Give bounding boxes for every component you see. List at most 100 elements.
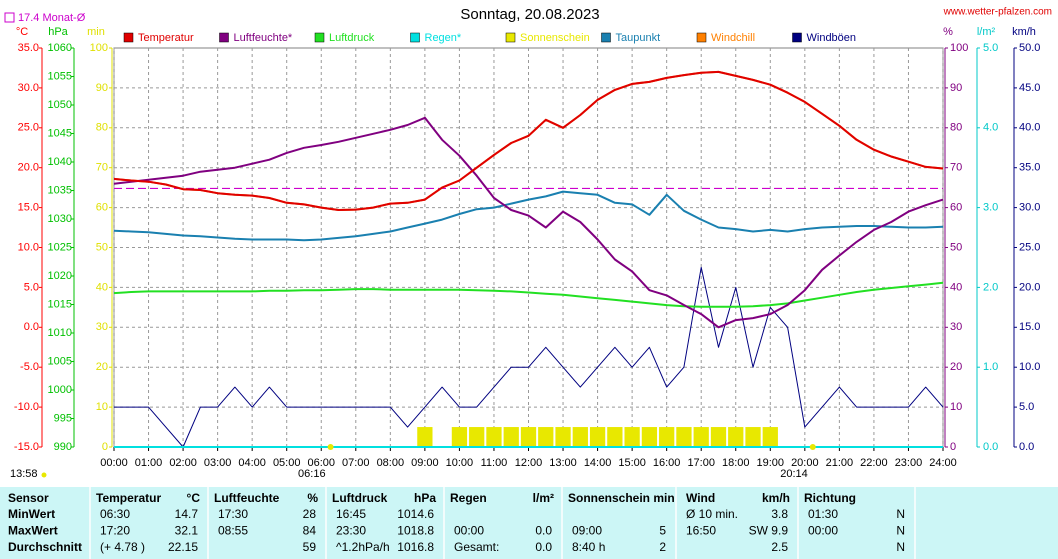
y-tick-label: 20.0 — [1019, 281, 1040, 293]
table-cell: 1014.6 — [397, 507, 434, 521]
x-tick-label: 14:00 — [584, 457, 612, 469]
table-cell: 01:30 — [808, 507, 838, 521]
y-tick-label: 0 — [102, 441, 108, 453]
table-cell: 8:40 h — [572, 540, 605, 554]
y-tick-label: 10.0 — [18, 241, 39, 253]
table-cell: N — [896, 524, 905, 538]
axis-unit: min — [87, 26, 105, 38]
updated-label: 13:58 — [10, 468, 38, 480]
y-tick-label: 40.0 — [1019, 122, 1040, 134]
y-tick-label: 100 — [950, 42, 968, 54]
y-tick-label: 1045 — [48, 127, 72, 139]
y-tick-label: 25.0 — [18, 122, 39, 134]
x-tick-label: 20:00 — [791, 457, 819, 469]
x-tick-label: 21:00 — [826, 457, 854, 469]
table-background — [0, 487, 1058, 559]
y-tick-label: 20 — [950, 361, 962, 373]
axis-unit: °C — [16, 26, 28, 38]
table-header: Sensor — [8, 491, 49, 505]
sunshine-bar — [503, 427, 519, 447]
y-tick-label: 70 — [950, 162, 962, 174]
y-tick-label: 15.0 — [18, 202, 39, 214]
y-tick-label: 100 — [90, 42, 108, 54]
table-cell: 17:30 — [218, 507, 248, 521]
y-tick-label: 40 — [950, 281, 962, 293]
legend-label: Temperatur — [138, 32, 194, 44]
table-cell: N — [896, 507, 905, 521]
x-tick-label: 06:00 — [307, 457, 335, 469]
y-tick-label: 1020 — [48, 270, 72, 282]
x-tick-label: 09:00 — [411, 457, 439, 469]
legend-label: Taupunkt — [616, 32, 661, 44]
legend-label: Windchill — [711, 32, 755, 44]
legend-swatch — [219, 32, 229, 43]
y-tick-label: 80 — [96, 122, 108, 134]
table-cell: 17:20 — [100, 524, 130, 538]
table-header: Temperatur — [96, 491, 161, 505]
y-tick-label: -5.0 — [20, 361, 39, 373]
table-cell: 3.8 — [771, 507, 788, 521]
x-tick-label: 04:00 — [238, 457, 266, 469]
sunshine-bar — [710, 427, 727, 447]
y-tick-label: 30.0 — [1019, 202, 1040, 214]
table-cell: 59 — [303, 540, 317, 554]
table-header: Richtung — [804, 491, 856, 505]
monthly-mean-icon — [4, 12, 15, 23]
y-tick-label: 30 — [96, 321, 108, 333]
y-tick-label: 30 — [950, 321, 962, 333]
sunshine-bar — [624, 427, 640, 447]
y-tick-label: 40 — [96, 281, 108, 293]
table-row-label: MinWert — [8, 507, 55, 521]
series-line — [113, 190, 944, 242]
sunshine-bar — [745, 427, 761, 447]
legend-swatch — [314, 32, 325, 43]
sunshine-bar — [693, 427, 709, 447]
legend-swatch — [123, 32, 134, 43]
x-tick-label: 22:00 — [860, 457, 888, 469]
y-tick-label: 2.0 — [983, 281, 998, 293]
y-tick-label: 1060 — [48, 42, 72, 54]
series-line — [113, 281, 944, 308]
table-header: l/m² — [533, 491, 554, 505]
table-row-label: MaxWert — [8, 524, 58, 538]
axis-unit: l/m² — [977, 26, 996, 38]
y-tick-label: 10 — [96, 401, 108, 413]
table-cell: 84 — [303, 524, 317, 538]
table-header: km/h — [762, 491, 790, 505]
table-cell: N — [896, 540, 905, 554]
legend-swatch — [792, 32, 802, 43]
table-cell: 1018.8 — [397, 524, 434, 538]
sunshine-bar — [659, 427, 675, 447]
y-tick-label: 90 — [96, 82, 108, 94]
sunshine-bar — [520, 427, 537, 447]
x-tick-label: 17:00 — [687, 457, 715, 469]
table-cell: 0.0 — [535, 540, 552, 554]
y-tick-label: 1005 — [48, 355, 72, 367]
y-tick-label: 30.0 — [18, 82, 39, 94]
y-tick-label: 1000 — [48, 384, 72, 396]
x-tick-label: 12:00 — [515, 457, 543, 469]
y-tick-label: 90 — [950, 82, 962, 94]
sunshine-bar — [555, 427, 571, 447]
y-tick-label: 20.0 — [18, 162, 39, 174]
table-cell: 06:30 — [100, 507, 130, 521]
y-tick-label: 50.0 — [1019, 42, 1040, 54]
y-tick-label: 0.0 — [983, 441, 998, 453]
table-cell: 5 — [659, 524, 666, 538]
y-tick-label: -10.0 — [14, 401, 39, 413]
table-cell: Ø 10 min. — [686, 507, 738, 521]
sunset-label: 20:14 — [780, 468, 808, 480]
sunrise-label: 06:16 — [298, 468, 326, 480]
legend-label: Windböen — [807, 32, 857, 44]
table-cell: 0.0 — [535, 524, 552, 538]
table-cell: 16:45 — [336, 507, 366, 521]
legend-swatch — [601, 32, 611, 43]
table-cell: 28 — [303, 507, 317, 521]
table-header: °C — [187, 491, 201, 505]
y-tick-label: 15.0 — [1019, 321, 1040, 333]
x-tick-label: 16:00 — [653, 457, 681, 469]
y-tick-label: 990 — [54, 441, 72, 453]
legend-swatch — [696, 32, 707, 43]
x-tick-label: 00:00 — [100, 457, 128, 469]
